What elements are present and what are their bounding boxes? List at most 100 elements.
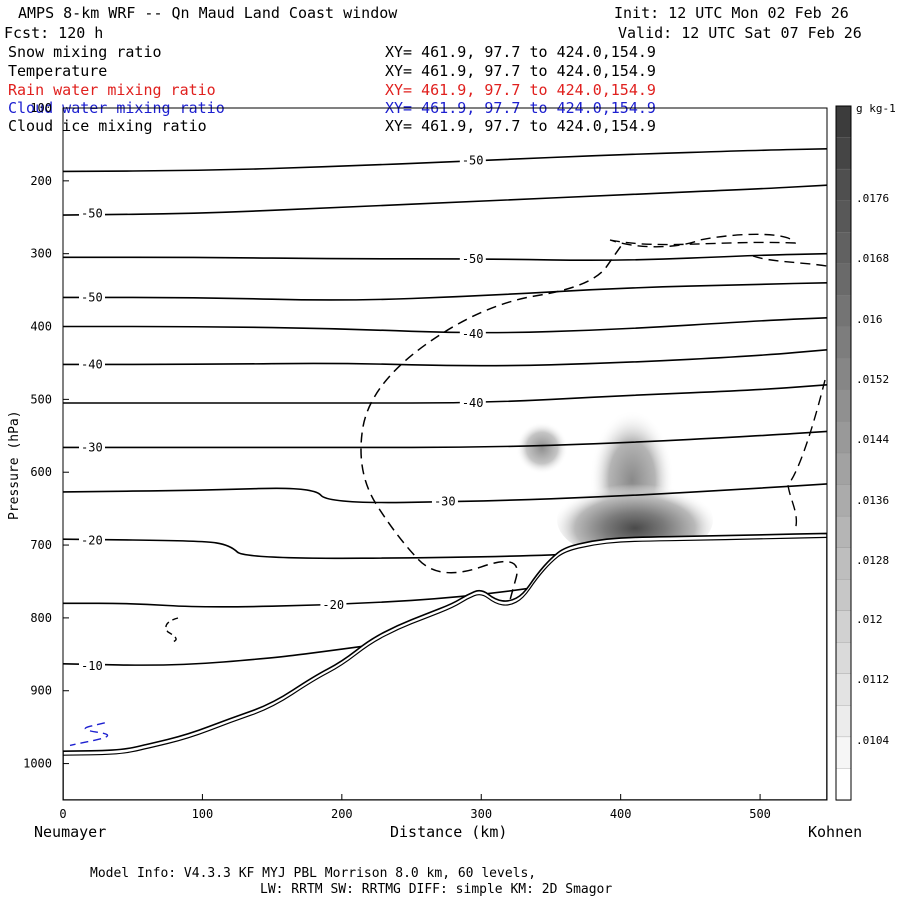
x-tick-label: 200 — [331, 807, 353, 821]
colorbar-cell — [835, 736, 852, 770]
left-endpoint-label: Neumayer — [34, 823, 106, 841]
temperature-contour — [63, 282, 827, 301]
cloud-ice-contour-upper — [609, 233, 797, 248]
colorbar-cell — [835, 105, 852, 139]
colorbar-cell — [835, 358, 852, 391]
colorbar-label: .016 — [856, 313, 883, 326]
colorbar-cell — [835, 263, 852, 296]
legend-label-rain: Rain water mixing ratio — [8, 81, 216, 99]
contour-label-bg — [431, 494, 458, 508]
contour-label: -10 — [81, 659, 103, 673]
colorbar-label: .0152 — [856, 373, 889, 386]
colorbar-cell — [835, 137, 852, 170]
cloud-ice-contour — [360, 245, 622, 604]
contour-label-bg — [320, 597, 347, 611]
y-tick-label: 1000 — [23, 757, 52, 771]
y-tick-label: 800 — [30, 611, 52, 625]
contour-label-bg — [459, 153, 486, 167]
temperature-contour — [63, 148, 827, 173]
temperature-contour — [63, 384, 827, 404]
right-endpoint-label: Kohnen — [808, 823, 862, 841]
temperature-contour — [63, 349, 827, 367]
colorbar-frame — [835, 105, 852, 801]
contour-label-bg — [79, 357, 105, 371]
y-axis: 100 200 300 400 500 600 700 800 900 1000 — [23, 101, 69, 771]
contour-label: -50 — [81, 290, 103, 304]
plot-content: -50 -50 -50 -50 -40 -40 -40 -30 -30 -20 -20 -10 — [63, 148, 827, 800]
colorbar-cell — [835, 579, 852, 612]
forecast-hour: Fcst: 120 h — [4, 24, 103, 42]
cloud-ice-contour-right — [787, 379, 826, 531]
colorbar-label: .0128 — [856, 554, 889, 567]
y-tick-label: 600 — [30, 465, 52, 479]
colorbar-cell — [835, 642, 852, 675]
colorbar-cell — [835, 168, 852, 202]
colorbar-cell — [835, 232, 852, 265]
x-tick-label: 0 — [59, 807, 66, 821]
contour-label-bg — [79, 206, 105, 220]
contour-label: -20 — [81, 534, 103, 548]
colorbar-label: .0112 — [856, 673, 889, 686]
legend-xy-rain: XY= 461.9, 97.7 to 424.0,154.9 — [385, 81, 656, 99]
colorbar-unit: g kg-1 — [856, 102, 896, 115]
x-axis: 0 100 200 300 400 500 — [59, 794, 771, 821]
y-tick-label: 500 — [30, 392, 52, 406]
contour-label: -50 — [462, 252, 484, 266]
terrain-surface — [63, 532, 827, 800]
contour-label: -20 — [322, 598, 344, 612]
temperature-contour — [63, 252, 827, 261]
colorbar-label: .0136 — [856, 494, 889, 507]
colorbar-label: .0104 — [856, 734, 889, 747]
y-tick-label: 700 — [30, 538, 52, 552]
valid-time: Valid: 12 UTC Sat 07 Feb 26 — [618, 24, 862, 42]
colorbar-cell — [835, 200, 852, 233]
colorbar-cell — [835, 547, 852, 580]
temperature-contour — [63, 430, 827, 449]
colorbar-cell — [835, 610, 852, 643]
model-info-line2: LW: RRTM SW: RRTMG DIFF: simple KM: 2D S… — [260, 882, 612, 897]
legend-label-temperature: Temperature — [8, 62, 107, 80]
legend-xy-cloud-ice: XY= 461.9, 97.7 to 424.0,154.9 — [385, 117, 656, 135]
legend-label-snow: Snow mixing ratio — [8, 43, 162, 61]
colorbar-cell — [835, 705, 852, 738]
contour-label: -40 — [462, 327, 484, 341]
y-tick-label: 200 — [30, 174, 52, 188]
cloud-water-contour — [69, 722, 109, 747]
legend-xy-temperature: XY= 461.9, 97.7 to 424.0,154.9 — [385, 62, 656, 80]
model-info-line1: Model Info: V4.3.3 KF MYJ PBL Morrison 8… — [90, 866, 536, 881]
contour-label: -40 — [462, 396, 484, 410]
x-tick-label: 400 — [610, 807, 632, 821]
colorbar-label: .0176 — [856, 192, 889, 205]
contour-label-bg — [79, 658, 105, 672]
colorbar-cell — [835, 515, 852, 549]
cloud-ice-contour-upper-right — [752, 255, 827, 267]
colorbar-label: .012 — [856, 613, 883, 626]
contour-label: -40 — [81, 357, 103, 371]
colorbar-label: .0168 — [856, 252, 889, 265]
colorbar-cell — [835, 768, 852, 801]
colorbar-cell — [835, 673, 852, 707]
legend: Snow mixing ratio XY= 461.9, 97.7 to 424… — [8, 43, 656, 135]
x-axis-label: Distance (km) — [390, 823, 507, 841]
x-tick-label: 300 — [470, 807, 492, 821]
legend-xy-snow: XY= 461.9, 97.7 to 424.0,154.9 — [385, 43, 656, 61]
colorbar-cell — [835, 452, 852, 486]
contour-label-bg — [79, 440, 105, 454]
temperature-contour — [63, 317, 827, 334]
contour-label-bg — [459, 396, 486, 410]
x-tick-label: 500 — [749, 807, 771, 821]
contour-labels: -50 -50 -50 -50 -40 -40 -40 -30 -30 -20 -20 -10 — [79, 153, 486, 673]
colorbar-label: .0144 — [856, 433, 889, 446]
colorbar-cell — [835, 484, 852, 517]
contour-label-bg — [79, 290, 105, 304]
y-tick-label: 300 — [30, 247, 52, 261]
y-tick-label: 900 — [30, 684, 52, 698]
contour-label-bg — [79, 533, 105, 547]
contour-label-bg — [459, 251, 486, 265]
temperature-contour — [63, 184, 827, 216]
colorbar-cell — [835, 326, 852, 360]
plot-frame — [62, 107, 828, 801]
contour-label: -30 — [81, 440, 103, 454]
colorbar: .0176 .0168 .016 .0152 .0144 .0136 .0128 .012 .0… — [835, 105, 889, 801]
